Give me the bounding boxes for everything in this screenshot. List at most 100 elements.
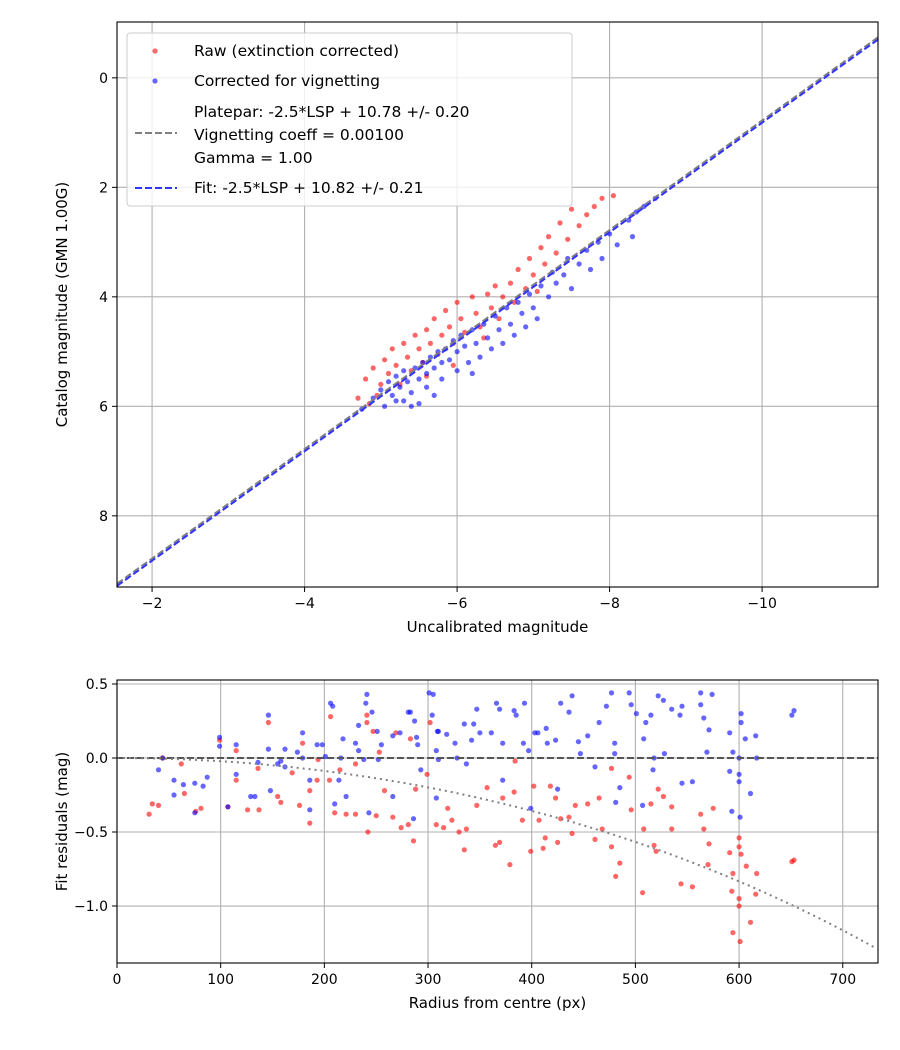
data-point <box>296 802 303 809</box>
data-point <box>452 740 458 746</box>
data-point <box>515 299 521 305</box>
data-point <box>278 758 284 764</box>
data-point <box>449 817 455 823</box>
data-point <box>458 316 464 322</box>
data-point <box>730 749 736 755</box>
data-point <box>747 790 754 797</box>
data-point <box>617 785 623 791</box>
line-platepar <box>117 36 878 585</box>
data-point <box>643 719 649 726</box>
data-point <box>408 403 414 409</box>
data-point <box>679 703 685 709</box>
data-point <box>364 691 370 698</box>
data-point <box>640 802 646 809</box>
data-point <box>651 755 657 761</box>
data-point <box>613 799 619 806</box>
data-point <box>736 844 742 850</box>
data-point <box>633 711 640 717</box>
data-point <box>603 703 610 709</box>
x-tick-label: −10 <box>747 596 777 612</box>
data-point <box>267 788 273 794</box>
series-raw <box>146 712 797 945</box>
data-point <box>546 294 552 300</box>
legend-label-platepar: Vignetting coeff = 0.00100 <box>194 126 404 144</box>
data-point <box>511 708 517 714</box>
legend-label-platepar: Platepar: -2.5*LSP + 10.78 +/- 0.20 <box>194 103 470 121</box>
data-point <box>729 888 735 894</box>
data-point <box>628 807 634 813</box>
data-point <box>661 751 668 757</box>
data-point <box>547 783 554 789</box>
data-point <box>474 706 480 712</box>
data-point <box>149 801 155 807</box>
data-point <box>555 786 561 792</box>
data-point <box>433 795 439 801</box>
data-point <box>669 826 675 832</box>
data-point <box>599 826 605 832</box>
x-tick-label: 700 <box>829 972 856 988</box>
data-point <box>439 376 445 382</box>
data-point <box>446 357 453 363</box>
data-point <box>265 719 271 726</box>
data-point <box>507 280 514 286</box>
top-plot-calibration: −2 −4 −6 −8 −10 0 2 4 6 8 Uncalibrated magnitude Ca… <box>53 21 879 636</box>
data-point <box>278 799 284 806</box>
data-point <box>591 203 597 210</box>
data-point <box>575 739 582 745</box>
data-point <box>553 737 559 743</box>
data-point <box>217 734 223 740</box>
x-tick-label: 200 <box>311 972 338 988</box>
data-point <box>427 719 433 726</box>
x-tick-label: 400 <box>518 972 545 988</box>
data-point <box>426 690 432 696</box>
vignetting-curve <box>117 757 877 950</box>
legend-label-fit: Fit: -2.5*LSP + 10.82 +/- 0.21 <box>194 179 424 197</box>
data-point <box>469 370 475 377</box>
data-point <box>648 712 654 718</box>
data-point <box>390 793 396 800</box>
data-point <box>385 379 392 385</box>
data-point <box>433 748 439 754</box>
data-point <box>474 802 480 809</box>
x-tick-label: −4 <box>294 596 315 612</box>
data-point <box>314 777 320 783</box>
data-point <box>252 793 258 800</box>
data-point <box>534 316 540 322</box>
data-point <box>738 711 744 717</box>
data-point <box>192 810 198 816</box>
data-point <box>617 860 623 866</box>
data-point <box>431 392 437 398</box>
data-point <box>463 761 469 767</box>
data-point <box>435 728 441 735</box>
x-tick-label: 600 <box>726 972 753 988</box>
data-point <box>233 771 239 777</box>
data-point <box>526 255 533 262</box>
data-point <box>307 807 313 813</box>
data-point <box>592 764 598 770</box>
x-tick-label: −8 <box>599 596 620 612</box>
data-point <box>641 203 647 210</box>
data-point <box>389 392 395 398</box>
data-point <box>155 767 162 773</box>
x-tick-label: 300 <box>415 972 442 988</box>
data-point <box>535 730 541 736</box>
series-corrected <box>359 195 658 412</box>
data-point <box>322 753 328 760</box>
data-point <box>614 242 620 248</box>
data-point <box>462 329 468 335</box>
plot-area <box>117 690 878 950</box>
data-point <box>568 286 575 292</box>
data-point <box>530 305 536 311</box>
legend-label-corrected: Corrected for vignetting <box>194 72 380 90</box>
legend: Raw (extinction corrected) Corrected for … <box>126 32 573 207</box>
data-point <box>610 193 617 199</box>
data-point <box>493 700 500 706</box>
legend-marker-corrected <box>152 78 158 84</box>
y-tick-label: 8 <box>99 509 108 525</box>
data-point <box>477 730 483 736</box>
data-point <box>584 212 590 218</box>
data-point <box>469 294 475 300</box>
data-point <box>507 862 513 868</box>
data-point <box>389 346 395 352</box>
